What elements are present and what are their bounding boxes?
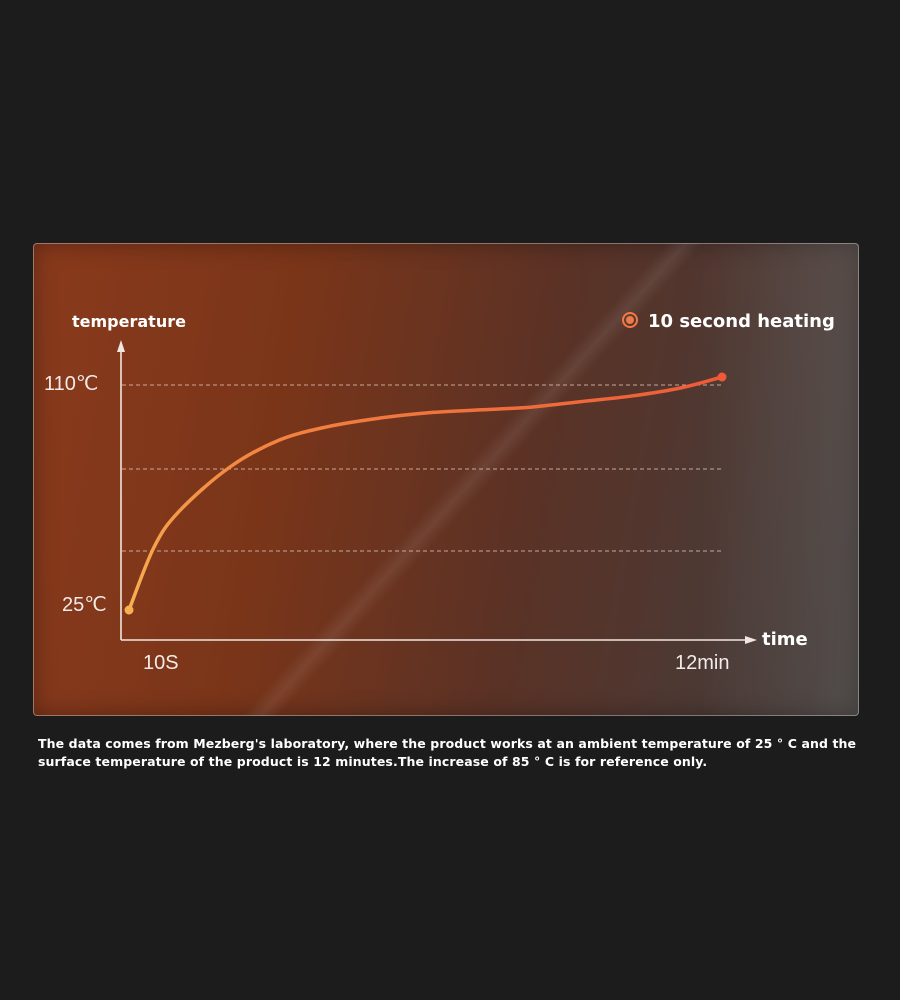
chart-panel (33, 243, 859, 716)
x-axis-label: time (762, 629, 808, 650)
y-axis-arrow (117, 340, 125, 352)
y-tick-label-110: 110℃ (44, 373, 98, 395)
y-tick-label-25: 25℃ (62, 594, 107, 616)
legend-marker-dot (626, 316, 634, 324)
legend-marker-ring (622, 312, 638, 328)
series-line-10-second-heating (127, 375, 724, 612)
legend-label: 10 second heating (648, 311, 835, 332)
footnote-caption: The data comes from Mezberg's laboratory… (38, 735, 868, 771)
footnote-line-1: The data comes from Mezberg's laboratory… (38, 736, 857, 751)
x-tick-label-start: 10S (143, 652, 179, 674)
x-axis-arrow (745, 636, 757, 644)
x-tick-label-end: 12min (675, 652, 729, 674)
data-point-end (717, 372, 727, 382)
data-point-start (124, 605, 134, 615)
footnote-line-2: surface temperature of the product is 12… (38, 754, 708, 769)
y-axis-label: temperature (72, 312, 186, 331)
